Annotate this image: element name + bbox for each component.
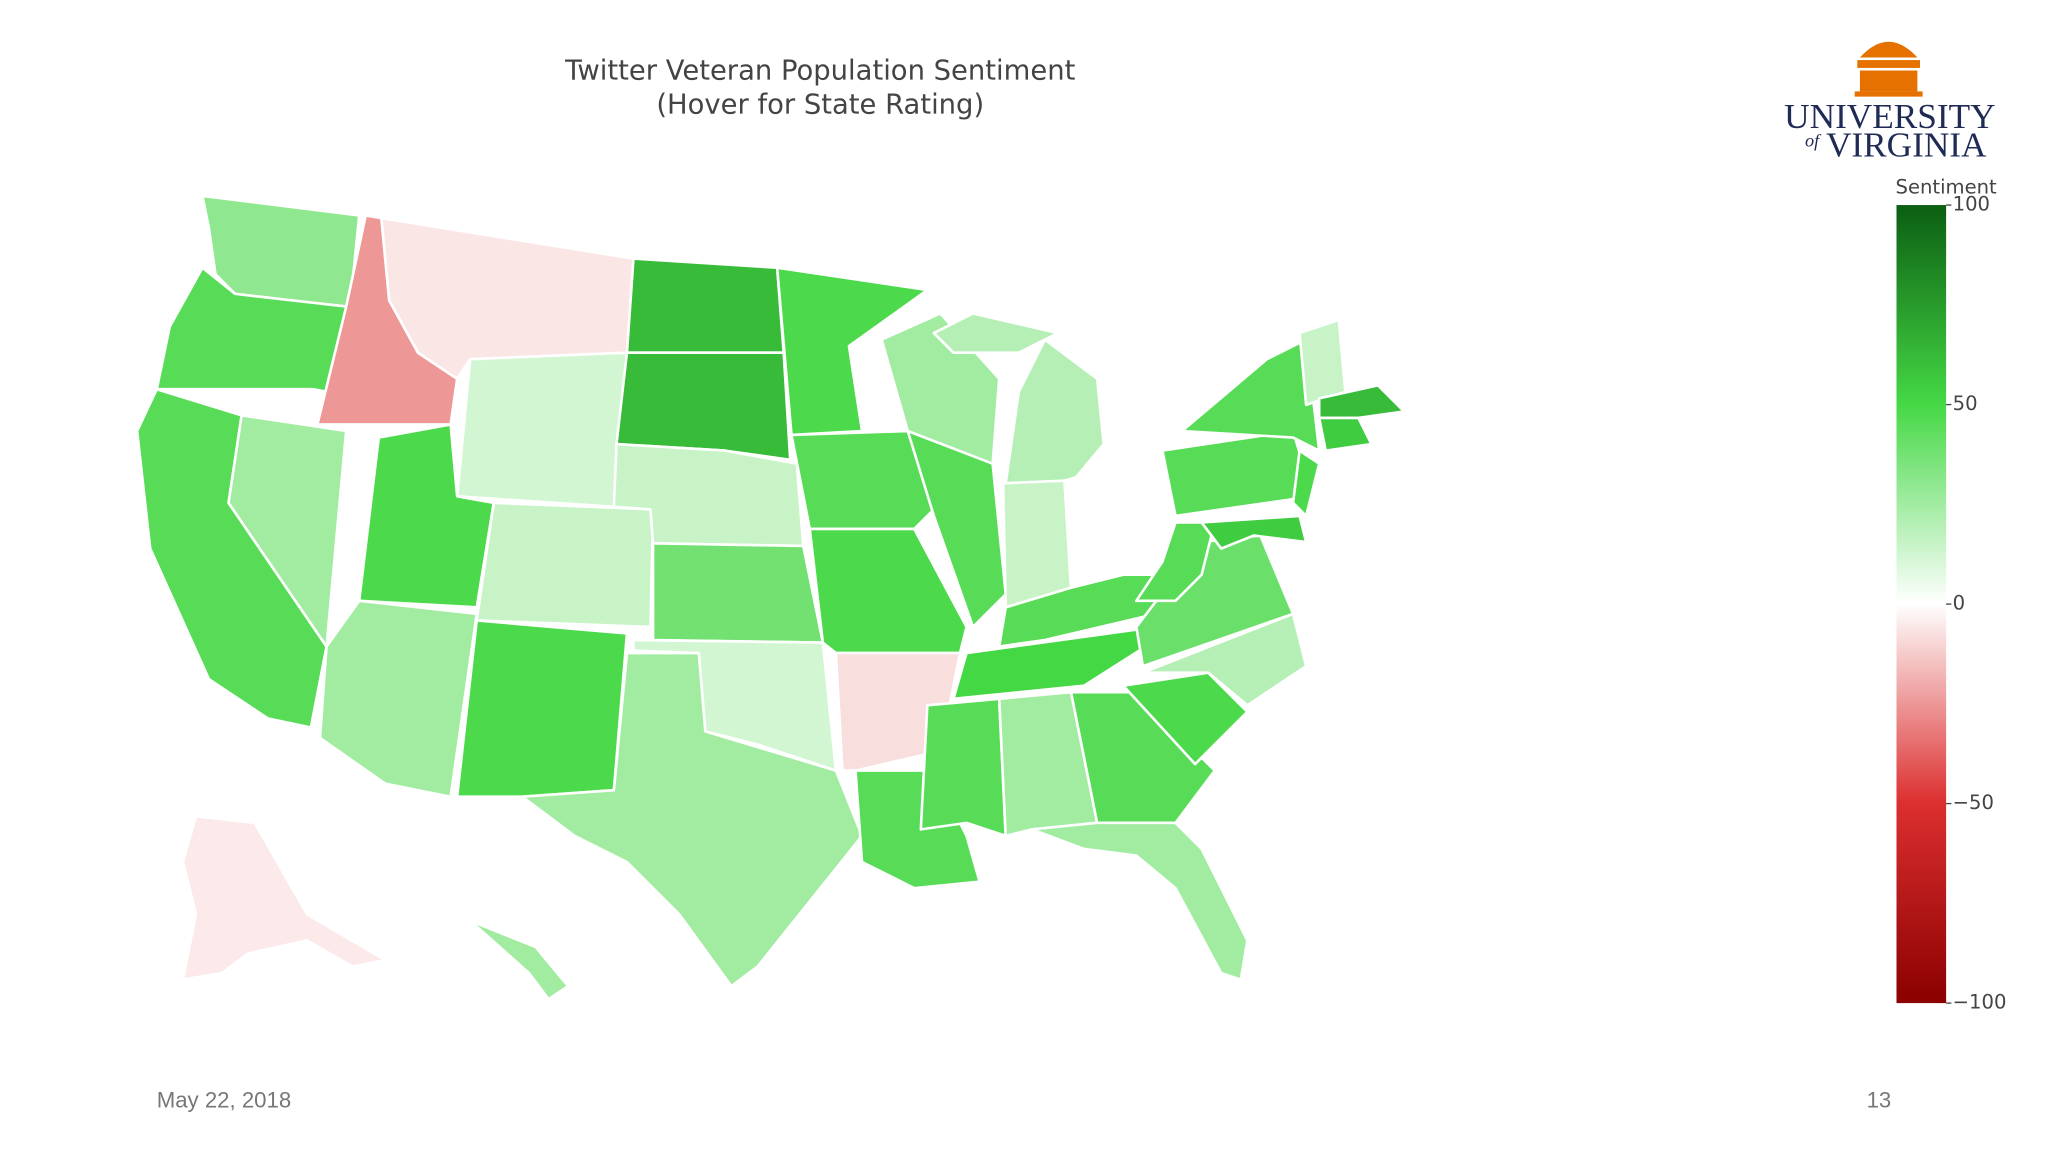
region <box>790 429 936 531</box>
region <box>455 351 629 509</box>
colorbar-tick-label: −50 <box>1953 791 1994 814</box>
region <box>181 815 387 981</box>
region <box>1200 514 1308 550</box>
region <box>1180 338 1321 452</box>
colorbar-tick-label: 0 <box>1953 592 1965 615</box>
region <box>1030 821 1249 981</box>
region <box>1317 384 1406 420</box>
region <box>625 257 785 354</box>
logo-text: of <box>1805 130 1822 150</box>
region <box>318 599 479 799</box>
page-number: 13 <box>1867 1088 1892 1113</box>
chart-subtitle: (Hover for State Rating) <box>656 90 984 121</box>
region <box>952 625 1158 701</box>
region <box>1298 318 1347 407</box>
region <box>468 919 570 1001</box>
region <box>651 542 825 644</box>
colorbar-tick-label: −100 <box>1953 991 2007 1014</box>
region <box>1161 429 1314 518</box>
logo-text: UNIVERSITY <box>1784 97 1995 136</box>
footer-date: May 22, 2018 <box>157 1088 291 1113</box>
map <box>135 194 1406 1001</box>
region <box>1317 416 1373 452</box>
region <box>455 619 629 799</box>
region <box>906 429 1008 629</box>
logo-icon <box>1854 41 1923 97</box>
colorbar-title: Sentiment <box>1896 175 1998 198</box>
region <box>155 266 352 394</box>
region <box>1001 479 1073 609</box>
region <box>1069 690 1216 825</box>
region <box>615 351 792 462</box>
region <box>775 266 929 437</box>
chart-title: Twitter Veteran Population Sentiment <box>564 56 1075 87</box>
colorbar-tick-label: 50 <box>1953 392 1978 415</box>
logo-text: VIRGINIA <box>1826 126 1987 165</box>
region <box>808 527 968 655</box>
region <box>919 697 1008 838</box>
colorbar-tick-label: 100 <box>1953 193 1990 216</box>
region <box>521 651 864 988</box>
colorbar <box>1896 205 1947 1004</box>
region <box>1291 449 1321 518</box>
region <box>1121 671 1249 766</box>
region <box>475 501 655 629</box>
